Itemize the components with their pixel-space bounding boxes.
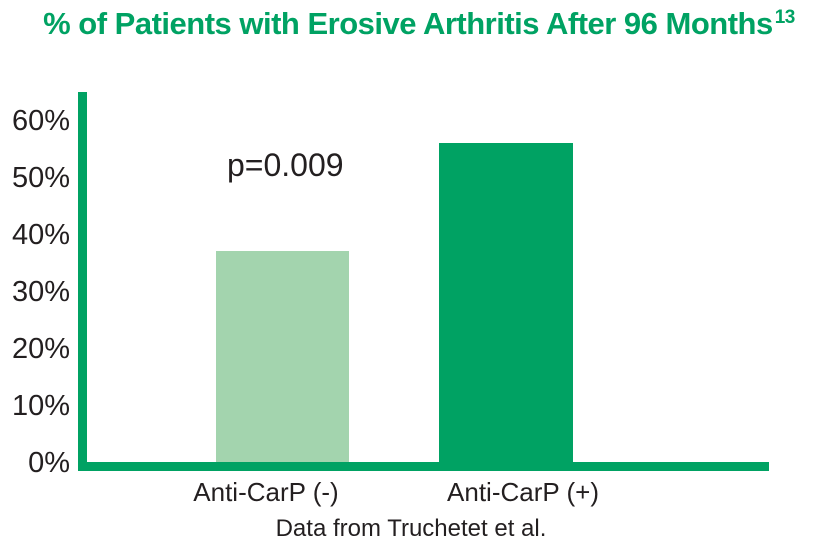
y-axis-tick-label: 50% [11, 162, 70, 194]
chart-title: % of Patients with Erosive Arthritis Aft… [0, 6, 838, 42]
y-axis-line [78, 92, 87, 471]
x-axis-line [78, 462, 769, 471]
y-axis-tick-label: 10% [11, 390, 70, 422]
y-axis-tick-label: 40% [11, 219, 70, 251]
chart-caption: Data from Truchetet et al. [275, 515, 547, 542]
x-axis-category-label: Anti-CarP (-) [193, 477, 339, 507]
p-value-annotation: p=0.009 [227, 147, 344, 183]
chart-title-text: % of Patients with Erosive Arthritis Aft… [43, 6, 773, 41]
bar-anti-carp-positive [439, 143, 573, 462]
y-axis-tick-label: 30% [11, 276, 70, 308]
y-axis-tick-label: 0% [28, 447, 70, 479]
chart-title-reference-superscript: 13 [774, 7, 796, 28]
bar-anti-carp-negative [216, 251, 349, 462]
x-axis-category-label: Anti-CarP (+) [447, 477, 599, 507]
y-axis-tick-label: 60% [11, 105, 70, 137]
y-axis-tick-label: 20% [11, 333, 70, 365]
